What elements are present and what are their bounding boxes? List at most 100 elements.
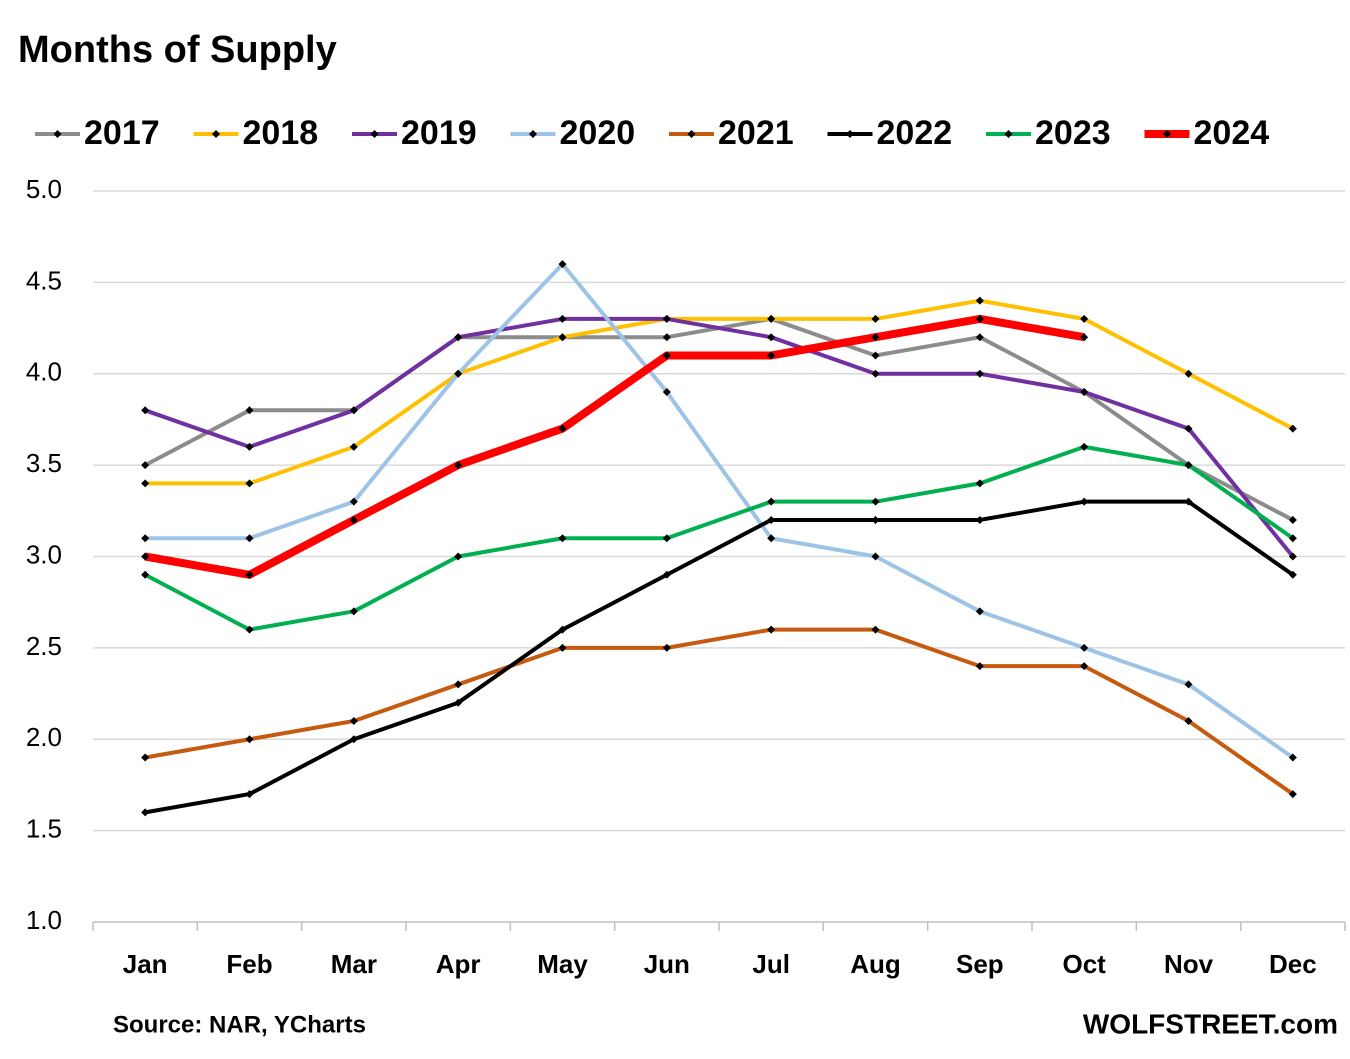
point-marker	[975, 333, 984, 342]
legend-label: 2021	[718, 114, 794, 152]
point-marker	[1288, 570, 1297, 579]
point-marker	[871, 497, 880, 506]
series-line	[144, 316, 1295, 558]
point-marker	[975, 662, 984, 671]
legend-marker	[1163, 130, 1171, 138]
point-marker	[1288, 753, 1297, 762]
source: Source: NAR, YCharts	[113, 1011, 366, 1038]
point-marker	[245, 790, 254, 799]
point-marker	[245, 534, 254, 543]
point-marker	[349, 442, 358, 451]
point-marker	[1288, 515, 1297, 524]
point-marker	[662, 333, 671, 342]
point-marker	[975, 314, 984, 323]
point-marker	[349, 716, 358, 725]
point-marker	[767, 314, 776, 323]
y-tick-label: 2.0	[26, 722, 62, 752]
x-tick-label: Sep	[956, 949, 1004, 979]
point-marker	[1080, 388, 1089, 397]
legend-marker	[846, 130, 854, 138]
point-marker	[662, 534, 671, 543]
point-marker	[1184, 424, 1193, 433]
point-marker	[454, 333, 463, 342]
y-tick-label: 5.0	[26, 174, 62, 204]
point-marker	[245, 479, 254, 488]
point-marker	[349, 497, 358, 506]
point-marker	[662, 314, 671, 323]
point-marker	[975, 479, 984, 488]
legend-marker	[53, 130, 62, 138]
point-marker	[1184, 461, 1193, 470]
point-marker	[558, 333, 567, 342]
point-marker	[1288, 424, 1297, 433]
point-marker	[558, 260, 567, 269]
point-marker	[558, 643, 567, 652]
point-marker	[141, 808, 150, 817]
legend-label: 2018	[243, 114, 319, 152]
point-marker	[1080, 497, 1089, 506]
point-marker	[1288, 552, 1297, 561]
x-tick-label: Dec	[1269, 949, 1317, 979]
legend-label: 2022	[877, 114, 953, 152]
series-line	[144, 316, 1294, 522]
legend-marker	[212, 130, 220, 138]
point-marker	[558, 424, 567, 433]
point-marker	[767, 333, 776, 342]
x-tick-label: Mar	[331, 949, 377, 979]
point-marker	[245, 442, 254, 451]
point-marker	[662, 351, 671, 360]
point-marker	[1080, 442, 1089, 451]
point-marker	[349, 406, 358, 415]
point-marker	[871, 515, 880, 524]
x-tick-label: Oct	[1062, 949, 1106, 979]
point-marker	[1080, 662, 1089, 671]
point-marker	[767, 625, 776, 634]
point-marker	[141, 534, 150, 543]
point-marker	[871, 552, 880, 561]
point-marker	[975, 369, 984, 378]
legend-label: 2024	[1194, 114, 1270, 152]
series-line	[144, 444, 1294, 632]
point-marker	[767, 515, 776, 524]
x-tick-label: May	[537, 949, 588, 979]
chart-title: Months of Supply	[18, 29, 337, 71]
point-marker	[1184, 680, 1193, 689]
point-marker	[871, 314, 880, 323]
point-marker	[1184, 497, 1193, 506]
point-marker	[975, 515, 984, 524]
point-marker	[454, 369, 463, 378]
point-marker	[141, 552, 150, 561]
point-marker	[245, 625, 254, 634]
point-marker	[871, 369, 880, 378]
legend-label: 2017	[84, 114, 160, 152]
point-marker	[349, 607, 358, 616]
legend-marker	[687, 130, 696, 138]
point-marker	[1080, 643, 1089, 652]
point-marker	[871, 625, 880, 634]
point-marker	[454, 698, 463, 707]
point-marker	[141, 479, 150, 488]
point-marker	[454, 680, 463, 689]
legend-label: 2023	[1035, 114, 1111, 152]
point-marker	[871, 351, 880, 360]
point-marker	[975, 607, 984, 616]
point-marker	[662, 643, 671, 652]
y-tick-label: 3.0	[26, 539, 62, 569]
legend-label: 2020	[560, 114, 636, 152]
series-line	[144, 499, 1294, 815]
x-tick-label: Aug	[850, 949, 901, 979]
point-marker	[871, 333, 880, 342]
y-tick-label: 4.5	[26, 265, 62, 295]
point-marker	[245, 570, 254, 579]
point-marker	[975, 296, 984, 305]
series-line	[144, 314, 1085, 579]
point-marker	[1080, 314, 1089, 323]
point-marker	[1080, 333, 1089, 342]
series-line	[144, 627, 1294, 796]
x-tick-label: Nov	[1164, 949, 1214, 979]
x-tick-label: Feb	[226, 949, 272, 979]
legend-marker	[370, 130, 379, 138]
x-tick-label: Jan	[123, 949, 168, 979]
point-marker	[558, 534, 567, 543]
point-marker	[767, 497, 776, 506]
